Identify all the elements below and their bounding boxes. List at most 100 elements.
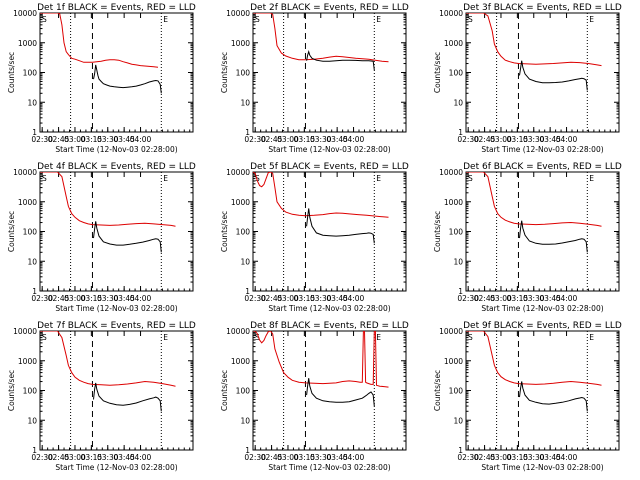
x-tick-label: 03:45 xyxy=(326,453,348,462)
y-tick-label: 1 xyxy=(458,446,463,455)
y-tick-label: 1 xyxy=(32,128,37,137)
x-tick-label: 02:30 xyxy=(457,135,479,144)
plot-frame xyxy=(39,330,194,451)
x-tick-label: 03:30 xyxy=(523,294,545,303)
detector-panel: Det 5f BLACK = Events, RED = LLD 1 10 100 10… xyxy=(220,162,409,313)
lld-series-line xyxy=(466,331,602,386)
start-flag: S xyxy=(468,174,473,183)
x-tick-label: 03:00 xyxy=(64,135,86,144)
x-tick-label: 04:00 xyxy=(556,294,578,303)
x-tick-label: 02:45 xyxy=(261,135,283,144)
start-flag: S xyxy=(42,15,47,24)
y-tick-label: 10000 xyxy=(439,327,463,336)
x-tick-label: 03:15 xyxy=(507,135,529,144)
chart-title: Det 6f BLACK = Events, RED = LLD xyxy=(463,162,622,172)
detector-panel: Det 3f BLACK = Events, RED = LLD 1 10 100 10… xyxy=(433,3,622,154)
x-axis-label: Start Time (12-Nov-03 02:28:00) xyxy=(55,145,177,154)
events-series-line xyxy=(519,220,588,253)
x-tick-label: 03:30 xyxy=(310,453,332,462)
y-tick-label: 1000 xyxy=(18,198,37,207)
y-tick-label: 1000 xyxy=(18,39,37,48)
start-flag: S xyxy=(42,333,47,342)
x-tick-label: 04:00 xyxy=(343,294,365,303)
x-tick-label: 03:15 xyxy=(507,294,529,303)
y-tick-label: 1000 xyxy=(444,357,463,366)
y-tick-label: 10000 xyxy=(439,9,463,18)
events-series-line xyxy=(306,49,375,71)
x-tick-label: 04:00 xyxy=(556,135,578,144)
y-tick-label: 10 xyxy=(453,257,463,266)
events-series-line xyxy=(519,60,588,91)
plot-frame xyxy=(465,171,620,292)
x-tick-label: 04:00 xyxy=(343,135,365,144)
start-flag: S xyxy=(255,333,260,342)
x-tick-label: 03:30 xyxy=(97,135,119,144)
chart-title: Det 5f BLACK = Events, RED = LLD xyxy=(250,162,409,172)
lld-series-line xyxy=(253,172,389,218)
lld-series-line xyxy=(40,13,159,68)
y-tick-label: 10000 xyxy=(13,168,37,177)
detector-panel: Det 9f BLACK = Events, RED = LLD 1 10 100 10… xyxy=(433,321,622,472)
x-tick-label: 03:00 xyxy=(490,453,512,462)
x-tick-label: 04:00 xyxy=(130,135,152,144)
chart-title: Det 1f BLACK = Events, RED = LLD xyxy=(37,3,196,13)
y-tick-label: 10 xyxy=(27,416,37,425)
plot-frame xyxy=(465,12,620,133)
y-tick-label: 1000 xyxy=(18,357,37,366)
start-flag: S xyxy=(468,333,473,342)
x-tick-label: 02:45 xyxy=(48,453,70,462)
x-tick-label: 04:00 xyxy=(130,294,152,303)
y-tick-label: 1000 xyxy=(444,198,463,207)
events-series-line xyxy=(93,64,162,94)
x-tick-label: 02:45 xyxy=(474,453,496,462)
x-tick-label: 02:30 xyxy=(457,294,479,303)
chart-title: Det 9f BLACK = Events, RED = LLD xyxy=(463,321,622,331)
plot-frame xyxy=(252,171,407,292)
plot-frame xyxy=(465,330,620,451)
lld-series-line xyxy=(253,331,389,388)
end-flag: E xyxy=(589,15,594,24)
y-tick-label: 1 xyxy=(245,128,250,137)
events-series-line xyxy=(93,221,162,253)
x-tick-label: 04:00 xyxy=(556,453,578,462)
plot-frame xyxy=(252,12,407,133)
lld-series-line xyxy=(40,172,176,227)
start-flag: S xyxy=(255,15,260,24)
events-series-line xyxy=(306,208,375,244)
x-tick-label: 02:30 xyxy=(31,135,53,144)
end-flag: E xyxy=(376,15,381,24)
x-tick-label: 02:45 xyxy=(261,453,283,462)
y-tick-label: 100 xyxy=(23,228,38,237)
x-tick-label: 03:00 xyxy=(277,294,299,303)
x-tick-label: 03:30 xyxy=(310,294,332,303)
end-flag: E xyxy=(163,15,168,24)
x-tick-label: 02:30 xyxy=(31,453,53,462)
y-tick-label: 10000 xyxy=(226,168,250,177)
x-axis-label: Start Time (12-Nov-03 02:28:00) xyxy=(481,304,603,313)
x-tick-label: 04:00 xyxy=(130,453,152,462)
end-flag: E xyxy=(589,174,594,183)
y-axis-label: Counts/sec xyxy=(7,370,16,411)
y-tick-label: 1 xyxy=(458,128,463,137)
y-axis-label: Counts/sec xyxy=(220,370,229,411)
x-tick-label: 03:15 xyxy=(507,453,529,462)
x-tick-label: 03:00 xyxy=(277,453,299,462)
x-tick-label: 03:00 xyxy=(490,294,512,303)
y-axis-label: Counts/sec xyxy=(220,211,229,252)
detector-panel: Det 8f BLACK = Events, RED = LLD 1 10 100 10… xyxy=(220,321,409,472)
chart-title: Det 7f BLACK = Events, RED = LLD xyxy=(37,321,196,331)
x-tick-label: 02:30 xyxy=(457,453,479,462)
y-tick-label: 10 xyxy=(453,98,463,107)
x-axis-label: Start Time (12-Nov-03 02:28:00) xyxy=(268,304,390,313)
y-tick-label: 1000 xyxy=(444,39,463,48)
y-axis-label: Counts/sec xyxy=(7,52,16,93)
y-axis-label: Counts/sec xyxy=(433,211,442,252)
events-series-line xyxy=(519,381,588,412)
x-tick-label: 03:00 xyxy=(64,453,86,462)
y-tick-label: 10 xyxy=(27,98,37,107)
lld-series-line xyxy=(40,331,176,387)
y-tick-label: 1000 xyxy=(231,198,250,207)
y-tick-label: 100 xyxy=(449,228,464,237)
x-tick-label: 02:45 xyxy=(48,135,70,144)
